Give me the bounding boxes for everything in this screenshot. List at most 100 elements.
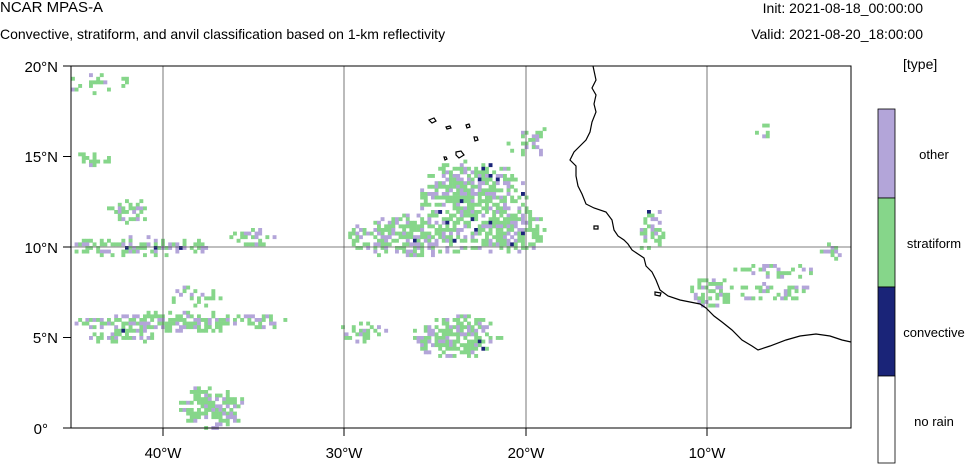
precip-cell: [197, 321, 201, 326]
precip-cell: [164, 321, 169, 326]
precip-cell: [503, 202, 507, 207]
precip-cell: [467, 213, 471, 218]
precip-cell: [402, 213, 407, 218]
precip-cell: [441, 318, 446, 322]
precip-cell: [431, 192, 435, 196]
precip-cell: [467, 199, 471, 204]
precip-cell: [110, 253, 115, 258]
precip-cell: [481, 206, 486, 211]
precip-cell: [441, 181, 446, 186]
precip-cell: [380, 217, 385, 222]
precip-cell: [215, 325, 219, 330]
precip-cell: [517, 238, 522, 243]
precip-cell: [773, 296, 777, 301]
precip-cell: [211, 400, 216, 405]
precip-cell: [402, 231, 407, 236]
precip-cell: [441, 328, 446, 333]
precip-cell: [459, 328, 464, 333]
graticule: [71, 66, 851, 428]
precip-cell: [96, 336, 101, 340]
precip-cell: [506, 249, 511, 254]
precip-cell: [380, 235, 385, 240]
precip-cell: [470, 231, 475, 236]
precip-cell: [74, 242, 79, 247]
precip-cell: [528, 220, 533, 225]
precip-cell: [441, 231, 446, 236]
precip-cell: [477, 336, 482, 340]
precip-cell: [539, 152, 543, 157]
precip-cell: [463, 246, 468, 250]
precip-cell: [485, 199, 489, 204]
precip-cell: [135, 249, 140, 254]
precip-cell: [481, 170, 486, 175]
precip-cell: [236, 238, 241, 243]
precip-cell: [456, 202, 461, 207]
precip-cell: [114, 332, 119, 337]
precip-cell: [416, 238, 421, 243]
precip-cell: [251, 228, 255, 232]
precip-cell: [132, 206, 137, 211]
precip-cell: [139, 246, 144, 250]
precip-cell: [445, 332, 450, 337]
precip-cell: [794, 296, 799, 301]
precip-cell: [449, 195, 453, 200]
precip-cell: [384, 249, 389, 254]
precip-cell: [121, 336, 126, 340]
precip-cell: [474, 343, 479, 348]
precip-cell: [801, 267, 806, 272]
precip-cell: [110, 206, 115, 211]
precip-cell: [485, 325, 489, 330]
precip-cell: [470, 339, 475, 344]
precip-cell: [409, 224, 414, 229]
precip-cell: [488, 242, 493, 247]
precip-cell: [495, 202, 500, 207]
precip-cell: [168, 328, 173, 333]
precip-cell: [416, 253, 421, 258]
precip-cell: [153, 253, 158, 258]
precip-cell: [474, 192, 479, 196]
precip-cell: [373, 220, 378, 225]
precip-cell: [117, 332, 122, 337]
precip-cell: [744, 296, 749, 301]
precip-cell: [470, 199, 475, 204]
precip-cell: [643, 235, 648, 240]
precip-cell: [474, 238, 479, 243]
precip-cell: [506, 213, 511, 218]
lat-tick-5n: 5°N: [33, 330, 58, 347]
precip-cell: [225, 393, 230, 398]
precip-cell: [445, 325, 450, 330]
precip-cell: [427, 242, 432, 247]
precip-cell: [117, 242, 122, 247]
precip-cell: [780, 271, 785, 276]
precip-cell: [229, 397, 234, 402]
precip-cell: [427, 336, 432, 340]
precip-cell: [776, 274, 781, 279]
precip-cell: [650, 213, 655, 218]
precip-cell: [539, 130, 543, 135]
precip-cell: [153, 242, 158, 247]
precip-cell: [470, 246, 475, 250]
precip-cell: [233, 415, 237, 420]
precip-cell: [380, 228, 385, 232]
precip-cell: [474, 217, 479, 222]
precip-cell: [125, 336, 129, 340]
precip-cell: [521, 192, 525, 196]
precip-cell: [452, 325, 457, 330]
lat-tick-10n: 10°N: [24, 240, 58, 257]
precip-cell: [153, 246, 158, 250]
precip-cell: [125, 80, 129, 85]
precip-cell: [380, 242, 385, 247]
precip-cell: [197, 393, 201, 398]
precip-cell: [89, 80, 93, 85]
precip-cell: [521, 238, 525, 243]
precip-cell: [164, 328, 169, 333]
precip-cell: [711, 278, 716, 283]
precip-cell: [499, 188, 504, 193]
precip-cell: [697, 278, 702, 283]
precip-cell: [765, 285, 770, 290]
precip-cell: [463, 318, 468, 322]
precip-cell: [474, 332, 479, 337]
precip-cell: [416, 336, 421, 340]
precip-cell: [445, 246, 450, 250]
precip-cell: [78, 242, 83, 247]
